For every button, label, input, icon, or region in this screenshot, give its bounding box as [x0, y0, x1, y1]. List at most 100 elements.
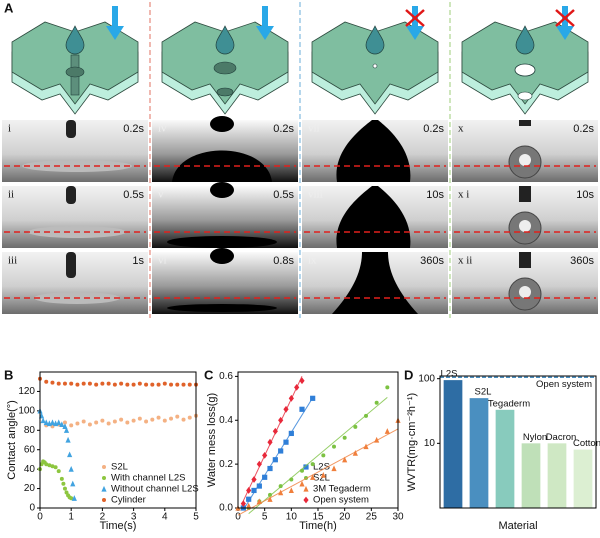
point — [256, 498, 262, 505]
point — [162, 418, 167, 423]
point — [162, 381, 167, 386]
point — [63, 427, 70, 433]
point — [256, 483, 262, 489]
point — [69, 381, 74, 386]
point — [106, 381, 111, 386]
photo: x ii 360s — [452, 252, 598, 314]
photo-time: 360s — [570, 255, 594, 267]
drop — [167, 236, 277, 248]
panel-label: B — [4, 367, 13, 382]
point — [310, 474, 316, 480]
y-tick-label: 20 — [24, 483, 36, 494]
bar-label: L2S — [441, 369, 458, 380]
bar — [495, 409, 515, 508]
point — [299, 480, 305, 487]
needle — [66, 120, 76, 138]
photo-label: ix — [308, 255, 317, 267]
point — [43, 419, 49, 426]
photo: x i 10s — [452, 186, 598, 248]
legend-label: S2L — [313, 473, 330, 484]
y-tick-label: 0.0 — [219, 503, 233, 514]
point — [100, 418, 105, 423]
point — [294, 383, 300, 391]
point — [267, 438, 273, 446]
point — [106, 421, 111, 426]
point — [70, 480, 76, 487]
legend-label: Open system — [313, 495, 369, 506]
y-tick-label: 100 — [18, 405, 35, 416]
bar — [469, 398, 489, 508]
x-tick-label: 5 — [193, 512, 199, 523]
legend-marker — [101, 485, 107, 492]
y-tick-label: 0.4 — [219, 415, 233, 426]
fit-line — [242, 376, 303, 502]
legend-label: With channel L2S — [111, 473, 185, 484]
flow-arrow — [556, 6, 574, 40]
point — [94, 420, 99, 425]
point — [267, 465, 273, 472]
photo-label: x ii — [458, 255, 472, 267]
plot-frame — [237, 371, 399, 509]
point — [119, 381, 124, 386]
bar-label: Tegaderm — [488, 398, 530, 409]
point — [150, 417, 155, 422]
photo-time: 0.2s — [273, 123, 294, 135]
bar-label: Cotton — [573, 438, 600, 449]
droplet — [515, 25, 535, 55]
point — [272, 427, 278, 435]
point — [49, 419, 56, 426]
y-axis-label: WVTR(mg·cm⁻²h⁻¹) — [406, 393, 418, 491]
point — [299, 406, 305, 412]
point — [272, 457, 278, 463]
point — [352, 450, 358, 456]
point — [150, 382, 155, 387]
point — [44, 379, 49, 384]
point — [87, 381, 92, 386]
pore — [372, 63, 378, 69]
y-tick-label: 80 — [24, 425, 36, 436]
point — [246, 502, 252, 509]
bar-label: Dacron — [546, 432, 577, 443]
photo-label: x i — [458, 189, 469, 201]
drop — [210, 182, 234, 198]
needle — [519, 120, 531, 126]
photo-label: iv — [158, 123, 167, 135]
pore — [517, 91, 533, 101]
point — [187, 382, 192, 387]
point — [246, 496, 252, 502]
needle — [519, 252, 531, 268]
photo-time: 10s — [576, 189, 594, 201]
point — [278, 489, 284, 496]
bar — [443, 380, 463, 508]
drop — [210, 248, 234, 264]
point — [156, 382, 161, 387]
block-mark — [405, 9, 425, 27]
point — [62, 423, 68, 429]
bar — [573, 449, 593, 508]
chamber — [216, 87, 234, 97]
legend-label: 3M Tegaderm — [313, 484, 371, 495]
point — [144, 382, 149, 387]
photo-label: vi — [158, 255, 167, 267]
y-axis-label: Contact angle(°) — [6, 400, 18, 480]
x-axis-label: Material — [498, 520, 537, 532]
photo: v 0.5s — [152, 182, 298, 248]
drop — [167, 304, 277, 312]
panel-label: A — [4, 0, 14, 15]
photo: iv 0.2s — [152, 116, 298, 182]
bar — [521, 443, 541, 508]
point — [94, 382, 99, 387]
photo-time: 0.2s — [123, 123, 144, 135]
point — [125, 420, 130, 425]
drop-highlight — [519, 286, 531, 298]
photo-time: 0.8s — [273, 255, 294, 267]
x-tick-label: 3 — [131, 512, 137, 523]
y-tick-label: 0 — [29, 503, 35, 514]
y-tick-label: 10 — [424, 438, 436, 449]
point — [47, 463, 52, 468]
point — [374, 436, 380, 443]
photo: viii 10s — [302, 186, 448, 248]
y-tick-label: 0.2 — [219, 459, 233, 470]
legend-marker — [102, 476, 106, 480]
